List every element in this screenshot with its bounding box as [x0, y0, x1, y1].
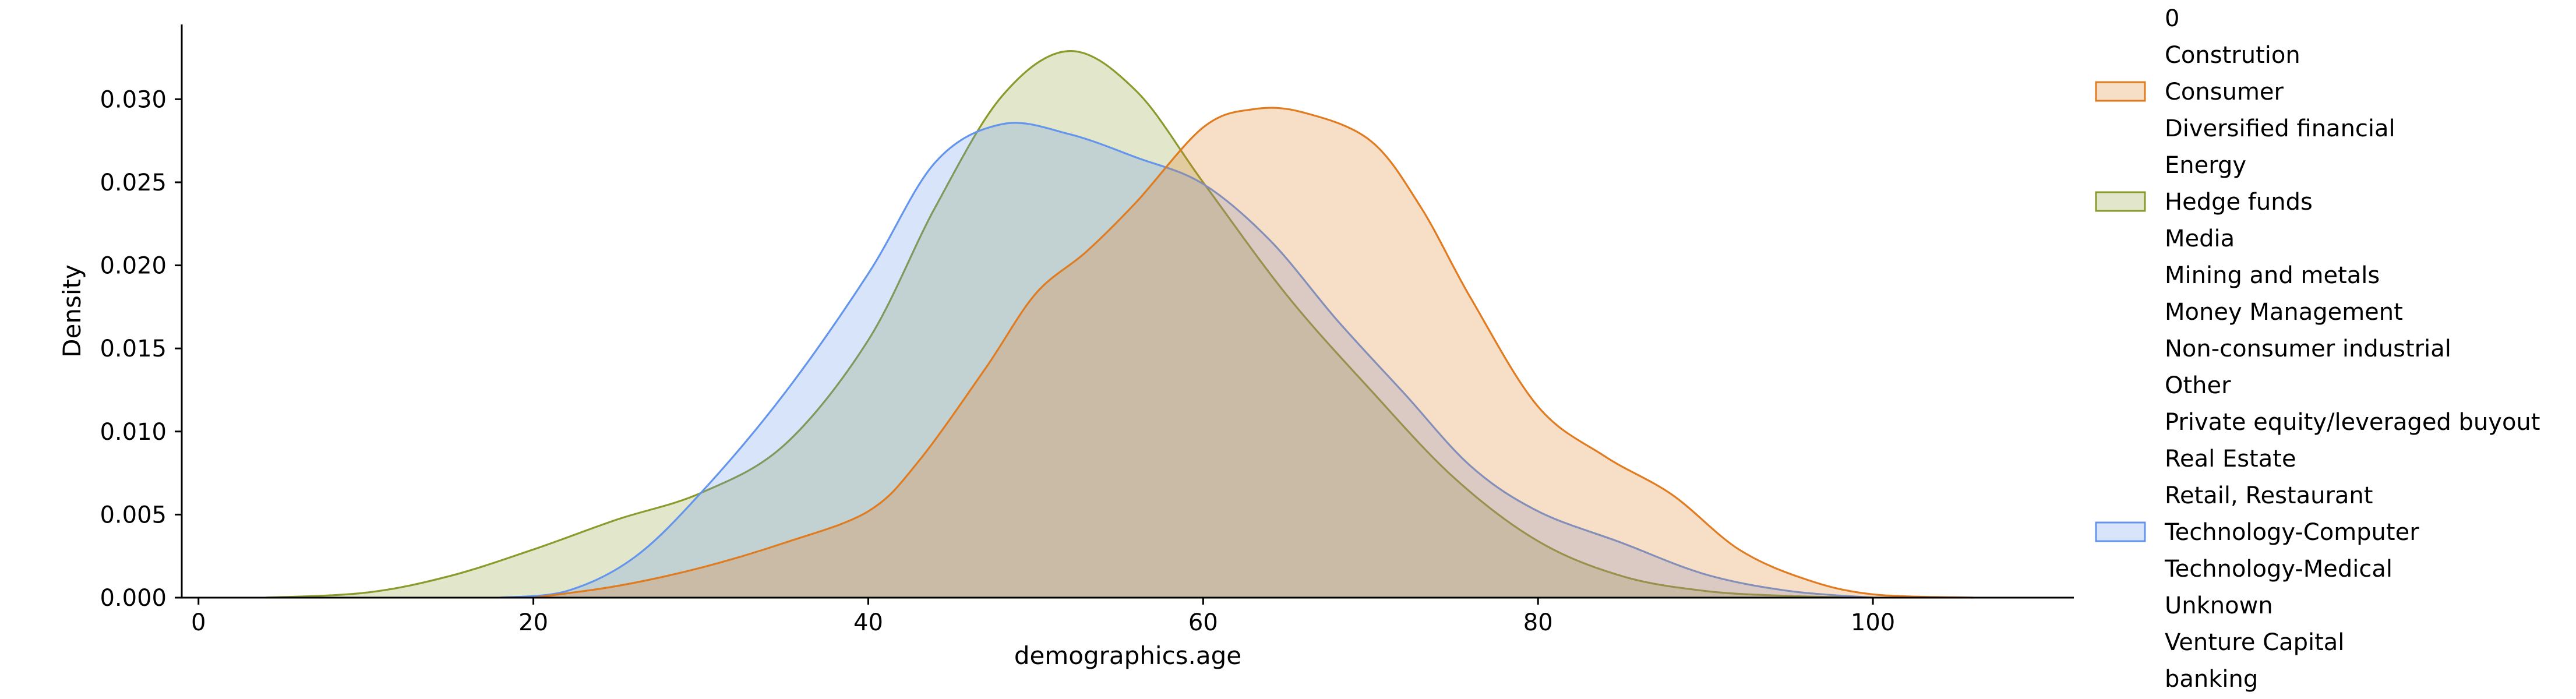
x-tick-label: 20	[518, 609, 548, 636]
legend-swatch	[2095, 81, 2146, 102]
density-area-hedge-funds	[265, 51, 1873, 598]
legend-item: Money Management	[2165, 299, 2403, 326]
legend-label: Technology-Computer	[2164, 519, 2419, 546]
legend-label: Money Management	[2165, 299, 2403, 326]
legend-label: Hedge funds	[2165, 189, 2313, 216]
y-tick-label: 0.020	[100, 253, 167, 280]
legend-item: 0	[2165, 5, 2179, 32]
y-tick-label: 0.030	[100, 86, 167, 113]
y-tick-label: 0.025	[100, 170, 167, 196]
legend-label: 0	[2165, 5, 2179, 32]
density-area-technology-computer	[500, 122, 1873, 598]
legend-item: Mining and metals	[2165, 262, 2380, 289]
y-tick-label: 0.015	[100, 336, 167, 362]
legend-item: Real Estate	[2165, 446, 2296, 472]
legend-item: Retail, Restaurant	[2165, 482, 2373, 509]
axes	[181, 24, 2074, 599]
legend-label: Mining and metals	[2165, 262, 2380, 289]
legend-label: Private equity/leveraged buyout	[2165, 409, 2540, 436]
legend-item: Energy	[2165, 152, 2246, 179]
x-ticks: 0 20 40 60 80 100	[191, 598, 1895, 636]
legend-label: Non-consumer industrial	[2165, 336, 2451, 362]
legend-label: Other	[2165, 372, 2231, 399]
legend-label: Real Estate	[2165, 446, 2296, 472]
legend-label: banking	[2165, 666, 2258, 693]
legend-item: Diversified financial	[2165, 115, 2395, 142]
legend-label: Consumer	[2165, 79, 2284, 105]
legend-item: Unknown	[2165, 592, 2273, 619]
density-area-consumer	[533, 108, 1974, 598]
legend-item: banking	[2165, 666, 2258, 693]
legend-label: Technology-Medical	[2164, 556, 2392, 582]
legend-label: Energy	[2165, 152, 2246, 179]
y-ticks: 0.000 0.005 0.010 0.015 0.020 0.025 0.030	[100, 86, 182, 612]
density-line-technology-computer	[499, 122, 1873, 599]
y-tick-label: 0.010	[100, 419, 167, 446]
legend-swatch	[2095, 521, 2146, 542]
legend-item: Other	[2165, 372, 2231, 399]
legend-label: Venture Capital	[2165, 629, 2344, 656]
legend-item: Consumer	[2095, 79, 2284, 105]
legend-label: Unknown	[2165, 592, 2273, 619]
y-axis-label: Density	[58, 264, 86, 358]
x-tick-label: 80	[1523, 609, 1553, 636]
legend-item: Non-consumer industrial	[2165, 336, 2451, 362]
legend-item: Technology-Medical	[2164, 556, 2392, 582]
legend-label: Retail, Restaurant	[2165, 482, 2373, 509]
legend-label: Diversified financial	[2165, 115, 2395, 142]
legend-item: Constrution	[2165, 42, 2300, 69]
x-tick-label: 100	[1851, 609, 1895, 636]
density-line-consumer	[533, 107, 1974, 599]
legend-swatch	[2095, 191, 2146, 212]
y-tick-label: 0.005	[100, 502, 167, 528]
legend: 0 Constrution Consumer Diversified financia…	[2095, 5, 2540, 693]
x-axis-label: demographics.age	[1014, 641, 1241, 670]
y-tick-label: 0.000	[100, 585, 167, 612]
legend-item: Private equity/leveraged buyout	[2165, 409, 2540, 436]
x-tick-label: 60	[1188, 609, 1218, 636]
legend-item: Venture Capital	[2165, 629, 2344, 656]
x-tick-label: 0	[191, 609, 206, 636]
legend-label: Constrution	[2165, 42, 2300, 69]
x-tick-label: 40	[853, 609, 883, 636]
density-series-layer	[265, 50, 1974, 599]
legend-item: Technology-Computer	[2095, 519, 2419, 546]
legend-item: Hedge funds	[2095, 189, 2313, 216]
legend-item: Media	[2165, 225, 2235, 252]
legend-label: Media	[2165, 225, 2235, 252]
density-line-hedge-funds	[265, 50, 1873, 599]
